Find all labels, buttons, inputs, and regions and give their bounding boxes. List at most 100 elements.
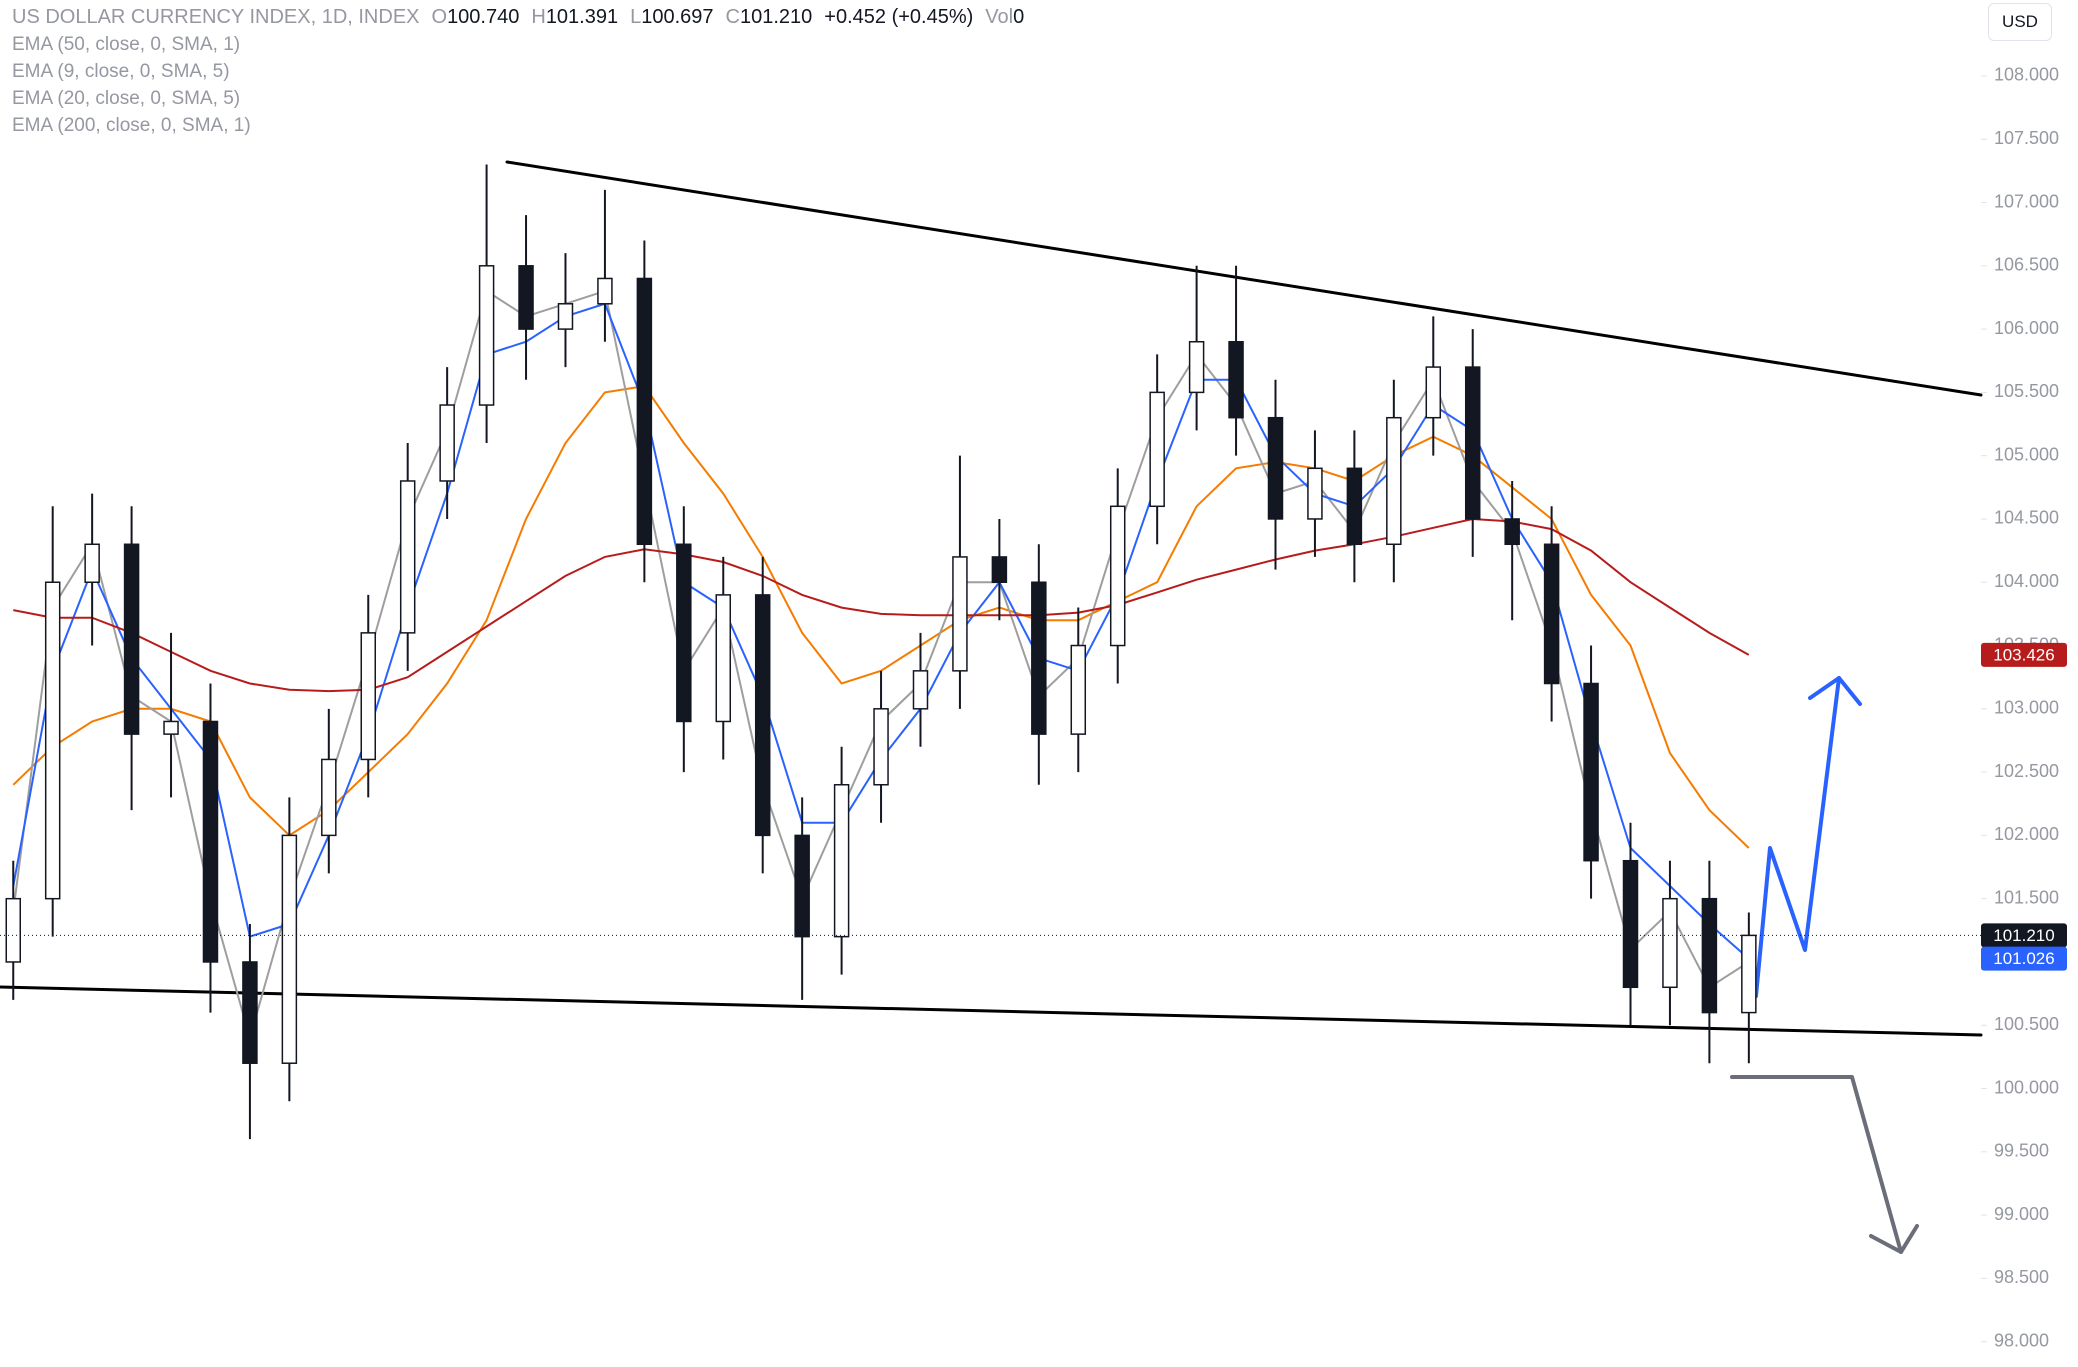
- legend-entry: EMA (20, close, 0, SMA, 5): [12, 88, 241, 109]
- legend-entry: EMA (200, close, 0, SMA, 1): [12, 115, 251, 136]
- support-trendline: [0, 985, 1983, 1037]
- price-label: 101.210: [1993, 926, 2054, 945]
- ema-line: [13, 517, 1750, 693]
- candle-body: [1109, 505, 1126, 647]
- candle-body: [1031, 581, 1047, 735]
- candle-body: [1504, 518, 1520, 546]
- candle-body: [1070, 644, 1087, 735]
- candle-body: [44, 581, 61, 900]
- candle-body: [321, 758, 337, 837]
- candle-body: [242, 961, 258, 1064]
- candle-body: [163, 720, 179, 735]
- ohlc-key: L: [630, 6, 642, 28]
- price-label: 101.026: [1993, 949, 2054, 968]
- candle-body: [1464, 366, 1481, 520]
- candle-body: [952, 556, 968, 672]
- y-tick-label: 105.000: [1994, 444, 2059, 464]
- bullish-arrowhead: [1808, 676, 1862, 706]
- ohlc-key: H: [531, 6, 546, 28]
- y-tick-label: 101.500: [1994, 887, 2059, 907]
- candle-body: [1149, 391, 1165, 508]
- candle-body: [518, 265, 534, 330]
- candle-body: [1228, 341, 1244, 419]
- candle-body: [1583, 682, 1599, 862]
- ohlc-value: 100.697: [641, 6, 714, 28]
- y-tick-label: 106.000: [1994, 318, 2059, 338]
- candle-body: [557, 303, 574, 330]
- candle-body: [202, 720, 219, 963]
- candle-body: [794, 834, 810, 938]
- y-tick-label: 98.500: [1994, 1267, 2049, 1287]
- candle-body: [676, 543, 692, 723]
- candle-body: [281, 834, 298, 1064]
- candle-body: [873, 708, 889, 786]
- ohlc-value: 101.391: [545, 6, 619, 28]
- y-tick-label: 102.000: [1994, 824, 2059, 844]
- y-tick-label: 108.000: [1994, 65, 2059, 85]
- candle-body: [991, 556, 1008, 583]
- candle-body: [5, 897, 21, 963]
- ema-line: [12, 302, 1750, 960]
- symbol-header: US DOLLAR CURRENCY INDEX, 1D, INDEX O100.…: [12, 6, 1024, 29]
- candle-body: [84, 543, 100, 583]
- candle-body: [636, 277, 653, 546]
- bullish-path: [1754, 676, 1841, 998]
- ohlc-key: C: [725, 6, 740, 28]
- candle-body: [754, 594, 771, 837]
- candle-body: [1741, 934, 1757, 1014]
- change: +0.452 (+0.45%): [824, 6, 974, 28]
- y-tick-label: 100.000: [1994, 1077, 2059, 1097]
- candle-body: [1662, 897, 1678, 989]
- price-label-box: [1981, 642, 2067, 667]
- candle-body: [1307, 467, 1323, 520]
- candle-body: [1701, 897, 1718, 1014]
- candle-body: [1267, 416, 1284, 520]
- y-tick-label: 105.500: [1994, 381, 2059, 401]
- y-tick-label: 100.500: [1994, 1014, 2059, 1034]
- y-tick-label: 106.500: [1994, 255, 2059, 275]
- bearish-arrowhead: [1869, 1224, 1919, 1254]
- candle-body: [1543, 543, 1560, 685]
- y-tick-label: 103.000: [1994, 698, 2059, 718]
- y-tick-label: 98.000: [1994, 1330, 2049, 1350]
- symbol-title: US DOLLAR CURRENCY INDEX, 1D, INDEX: [12, 6, 420, 28]
- candle-body: [1425, 366, 1442, 419]
- y-tick-label: 107.500: [1994, 128, 2059, 148]
- resistance-trendline: [505, 160, 1983, 397]
- ohlc-key: O: [431, 6, 448, 28]
- ema-line: [12, 289, 1750, 1042]
- y-tick-label: 104.000: [1994, 571, 2059, 591]
- candle-body: [478, 265, 495, 406]
- y-tick-label: 102.500: [1994, 761, 2059, 781]
- y-tick-label: 107.000: [1994, 191, 2059, 211]
- candle-body: [715, 594, 732, 723]
- legend-entry: EMA (50, close, 0, SMA, 1): [12, 34, 241, 55]
- candle-body: [833, 784, 850, 938]
- ohlc-value: 100.740: [447, 6, 520, 28]
- ohlc-value: 101.210: [739, 6, 813, 28]
- price-label: 103.426: [1993, 645, 2054, 664]
- legend-entry: EMA (9, close, 0, SMA, 5): [12, 61, 230, 82]
- y-tick-label: 104.500: [1994, 508, 2059, 528]
- candle-body: [360, 632, 377, 761]
- candle-body: [1386, 416, 1402, 546]
- candle-body: [1346, 467, 1363, 546]
- price-label-box: [1981, 946, 2067, 971]
- candle-body: [439, 404, 455, 482]
- drawings: [0, 160, 1983, 1254]
- volume-value: 0: [1013, 6, 1025, 28]
- volume-key: Vol: [985, 6, 1014, 28]
- candle-body: [912, 670, 929, 710]
- candle-body: [123, 543, 140, 735]
- currency-button[interactable]: USD: [1988, 3, 2052, 41]
- candle-body: [399, 480, 416, 634]
- candle-body: [1622, 859, 1639, 989]
- price-label-box: [1981, 923, 2067, 948]
- candle-body: [597, 277, 613, 305]
- bearish-path: [1730, 1075, 1903, 1254]
- y-tick-label: 99.500: [1994, 1141, 2049, 1161]
- candle-body: [1188, 341, 1205, 394]
- y-tick-label: 99.000: [1994, 1204, 2049, 1224]
